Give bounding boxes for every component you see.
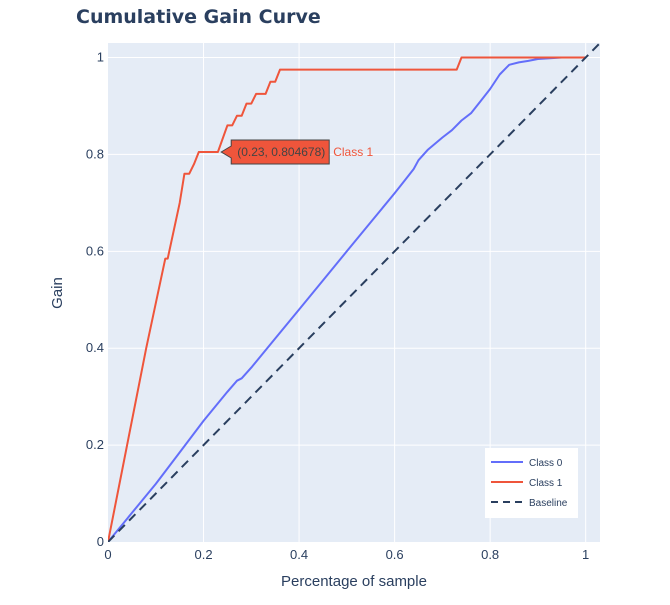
y-tick-label: 1: [97, 50, 104, 65]
hover-label: (0.23, 0.804678) Class 1: [220, 139, 374, 165]
x-axis-ticks: 0 0.2 0.4 0.6 0.8 1: [104, 547, 589, 562]
x-tick-label: 0.8: [481, 547, 499, 562]
y-tick-label: 0.2: [86, 437, 104, 452]
x-axis-title: Percentage of sample: [281, 573, 427, 590]
x-tick-label: 0.4: [290, 547, 308, 562]
legend-label[interactable]: Baseline: [529, 498, 568, 509]
series-line-class-1[interactable]: [108, 56, 586, 543]
series-line-baseline[interactable]: [108, 43, 600, 542]
x-tick-label: 1: [582, 547, 589, 562]
hover-box: [220, 139, 330, 165]
y-tick-label: 0.4: [86, 340, 104, 355]
hover-series-name: Class 1: [333, 145, 373, 159]
y-axis-ticks: 0 0.2 0.4 0.6 0.8 1: [86, 50, 104, 549]
legend-label[interactable]: Class 1: [529, 478, 563, 489]
chart-title: Cumulative Gain Curve: [76, 6, 321, 28]
legend-label[interactable]: Class 0: [529, 458, 563, 469]
legend[interactable]: Class 0 Class 1 Baseline: [485, 448, 578, 518]
series-lines: [108, 43, 600, 542]
y-tick-label: 0.6: [86, 243, 104, 258]
y-tick-label: 0.8: [86, 146, 104, 161]
x-tick-label: 0.2: [194, 547, 212, 562]
x-tick-label: 0.6: [386, 547, 404, 562]
series-line-class-0[interactable]: [108, 56, 586, 543]
y-tick-label: 0: [97, 534, 104, 549]
hover-value: (0.23, 0.804678): [237, 145, 325, 159]
y-axis-title: Gain: [49, 277, 66, 309]
x-tick-label: 0: [104, 547, 111, 562]
